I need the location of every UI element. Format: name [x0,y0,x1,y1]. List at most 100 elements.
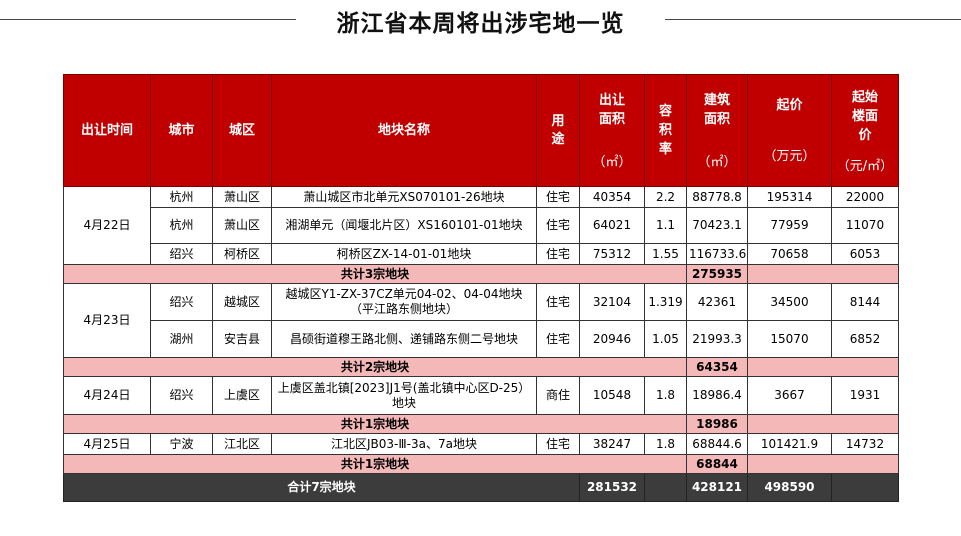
subtotal-row: 共计3宗地块 275935 [63,264,899,284]
far-cell: 2.2 [644,186,687,208]
plot-cell: 湘湖单元（闻堰北片区）XS160101-01地块 [271,207,537,244]
city-cell: 宁波 [150,433,213,455]
price-cell: 15070 [747,320,832,358]
floor-price-cell: 11070 [831,207,899,244]
table-row: 杭州 萧山区 湘湖单元（闻堰北片区）XS160101-01地块 住宅 64021… [64,207,899,244]
subtotal-build: 275935 [686,264,748,284]
district-cell: 柯桥区 [212,243,272,265]
header-city: 城市 [150,74,213,187]
header-far: 容积率 [644,74,687,187]
city-cell: 绍兴 [150,376,213,415]
header-row: 出让时间 城市 城区 地块名称 用途 出让面积 （㎡） 容积率 建筑面积 （㎡） 起… [63,74,899,187]
table-row: 4月23日 绍兴 越城区 越城区Y1-ZX-37CZ单元04-02、04-04地… [63,283,899,358]
build-cell: 42361 [686,283,748,321]
district-cell: 安吉县 [212,320,272,358]
floor-price-cell: 22000 [831,186,899,208]
build-cell: 116733.6 [686,243,748,265]
date-cell: 4月24日 [63,376,151,415]
subtotal-row: 共计2宗地块 64354 [63,357,899,377]
use-cell: 住宅 [536,283,580,321]
far-cell: 1.05 [644,320,687,358]
area-cell: 20946 [579,320,645,358]
subtotal-row: 共计1宗地块 68844 [63,454,899,474]
total-build: 428121 [686,473,748,502]
plot-cell: 越城区Y1-ZX-37CZ单元04-02、04-04地块（平江路东侧地块） [271,283,537,321]
plot-cell: 上虞区盖北镇[2023]J1号(盖北镇中心区D-25）地块 [271,376,537,415]
build-cell: 68844.6 [686,433,748,455]
header-plot: 地块名称 [271,74,537,187]
price-cell: 34500 [747,283,832,321]
land-table: 出让时间 城市 城区 地块名称 用途 出让面积 （㎡） 容积率 建筑面积 （㎡） 起… [63,74,899,502]
city-cell: 绍兴 [150,243,213,265]
table-row: 4月24日 绍兴 上虞区 上虞区盖北镇[2023]J1号(盖北镇中心区D-25）… [63,376,899,415]
build-cell: 70423.1 [686,207,748,244]
subtotal-build: 64354 [686,357,748,377]
subtotal-row: 共计1宗地块 18986 [63,414,899,434]
build-cell: 18986.4 [686,376,748,415]
table-row: 4月25日 宁波 江北区 江北区JB03-Ⅲ-3a、7a地块 住宅 38247 … [63,433,899,455]
far-cell: 1.319 [644,283,687,321]
floor-price-cell: 6053 [831,243,899,265]
plot-cell: 江北区JB03-Ⅲ-3a、7a地块 [271,433,537,455]
subtotal-build: 68844 [686,454,748,474]
area-cell: 10548 [579,376,645,415]
total-label: 合计7宗地块 [63,473,580,502]
far-cell: 1.1 [644,207,687,244]
plot-cell: 萧山城区市北单元XS070101-26地块 [271,186,537,208]
subtotal-build: 18986 [686,414,748,434]
area-cell: 75312 [579,243,645,265]
city-cell: 杭州 [150,207,213,244]
subtotal-label: 共计1宗地块 [63,454,687,474]
district-cell: 萧山区 [212,186,272,208]
subtotal-label: 共计1宗地块 [63,414,687,434]
date-cell: 4月22日 [63,186,151,265]
city-cell: 湖州 [150,320,213,358]
build-cell: 21993.3 [686,320,748,358]
header-use: 用途 [536,74,580,187]
total-empty [644,473,687,502]
title-divider-left [0,19,296,20]
subtotal-empty [747,454,899,474]
header-date: 出让时间 [63,74,151,187]
header-district: 城区 [212,74,272,187]
floor-price-cell: 14732 [831,433,899,455]
price-cell: 195314 [747,186,832,208]
floor-price-cell: 6852 [831,320,899,358]
title-bar: 浙江省本周将出涉宅地一览 [0,0,961,44]
far-cell: 1.8 [644,433,687,455]
use-cell: 住宅 [536,243,580,265]
price-cell: 3667 [747,376,832,415]
district-cell: 江北区 [212,433,272,455]
district-cell: 萧山区 [212,207,272,244]
city-cell: 杭州 [150,186,213,208]
district-cell: 越城区 [212,283,272,321]
use-cell: 住宅 [536,433,580,455]
subtotal-empty [747,414,899,434]
use-cell: 商住 [536,376,580,415]
table-row: 绍兴 柯桥区 柯桥区ZX-14-01-01地块 住宅 75312 1.55 11… [64,243,899,265]
use-cell: 住宅 [536,320,580,358]
total-row: 合计7宗地块 281532 428121 498590 [63,473,899,502]
area-cell: 40354 [579,186,645,208]
date-cell: 4月23日 [63,283,151,358]
far-cell: 1.8 [644,376,687,415]
use-cell: 住宅 [536,186,580,208]
total-area: 281532 [579,473,645,502]
floor-price-cell: 1931 [831,376,899,415]
subtotal-label: 共计2宗地块 [63,357,687,377]
subtotal-label: 共计3宗地块 [63,264,687,284]
district-cell: 上虞区 [212,376,272,415]
header-floor-price: 起始楼面价 （元/㎡） [831,74,899,187]
title-divider-right [665,19,961,20]
table-row: 湖州 安吉县 昌硕街道穆王路北侧、递铺路东侧二号地块 住宅 20946 1.05… [64,320,899,358]
page-title: 浙江省本周将出涉宅地一览 [336,11,625,37]
subtotal-empty [747,357,899,377]
price-cell: 77959 [747,207,832,244]
area-cell: 32104 [579,283,645,321]
header-price: 起价 （万元） [747,74,832,187]
subtotal-empty [747,264,899,284]
plot-cell: 昌硕街道穆王路北侧、递铺路东侧二号地块 [271,320,537,358]
header-area: 出让面积 （㎡） [579,74,645,187]
header-build: 建筑面积 （㎡） [686,74,748,187]
area-cell: 64021 [579,207,645,244]
